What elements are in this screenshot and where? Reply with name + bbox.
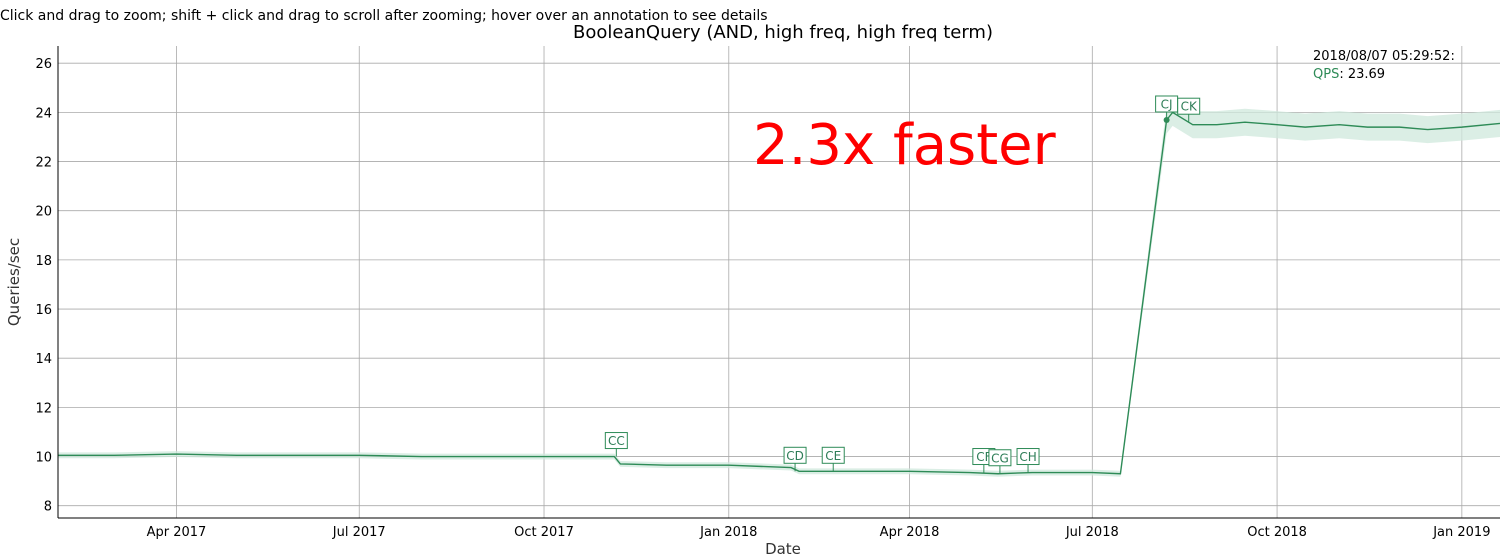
x-tick-label: Oct 2018 xyxy=(1247,525,1307,540)
confidence-band xyxy=(58,98,1500,477)
annotation-label: CJ xyxy=(1161,97,1173,111)
y-tick-label: 20 xyxy=(35,205,52,220)
annotation-box xyxy=(783,446,807,464)
chart-title: BooleanQuery (AND, high freq, high freq … xyxy=(573,22,993,43)
legend-entry: QPS: 23.69 xyxy=(1313,67,1385,82)
annotation-box xyxy=(1016,448,1040,466)
y-tick-label: 16 xyxy=(35,303,52,318)
x-tick-label: Oct 2017 xyxy=(514,525,574,540)
y-tick-label: 18 xyxy=(35,254,52,269)
annotation-cg[interactable]: CG xyxy=(988,449,1012,474)
annotation-ck[interactable]: CK xyxy=(1177,97,1201,123)
x-axis-title: Date xyxy=(765,540,801,557)
x-tick-label: Jul 2018 xyxy=(1065,525,1119,540)
x-tick-label: Jul 2017 xyxy=(332,525,386,540)
annotation-box xyxy=(821,446,845,464)
annotation-label: CD xyxy=(786,449,804,463)
legend-separator: : xyxy=(1339,67,1348,82)
annotation-box xyxy=(988,449,1012,467)
annotation-ce[interactable]: CE xyxy=(821,446,845,472)
chart-axes: 8 10 12 14 16 18 20 22 24 26 Apr 2017 Jul 2017 Oct 2… xyxy=(35,46,1500,540)
speedup-note: 2.3x faster xyxy=(753,113,1057,178)
annotation-box xyxy=(604,432,628,450)
y-tick-label: 8 xyxy=(44,500,52,515)
x-tick-label: Jan 2018 xyxy=(699,525,757,540)
annotation-label: CC xyxy=(608,434,625,448)
annotation-cc[interactable]: CC xyxy=(604,432,628,457)
y-tick-label: 12 xyxy=(35,401,52,416)
annotation-cd[interactable]: CD xyxy=(783,446,807,472)
x-tick-label: Apr 2017 xyxy=(147,525,207,540)
x-tick-label: Apr 2018 xyxy=(880,525,940,540)
annotation-label: CF xyxy=(976,450,991,464)
legend-timestamp: 2018/08/07 05:29:52: xyxy=(1313,49,1455,64)
annotation-label: CE xyxy=(825,449,841,463)
y-tick-label: 22 xyxy=(35,156,52,171)
series-error-band xyxy=(58,98,1500,477)
legend-series-label: QPS xyxy=(1313,67,1339,82)
legend-series-value: 23.69 xyxy=(1348,67,1385,82)
chart-annotations[interactable]: CC CD CE CF CG CH CJ CK xyxy=(604,95,1201,474)
annotation-ch[interactable]: CH xyxy=(1016,448,1040,473)
x-tick-label: Jan 2019 xyxy=(1432,525,1490,540)
chart-grid xyxy=(58,46,1500,518)
y-tick-label: 24 xyxy=(35,106,52,121)
y-tick-label: 14 xyxy=(35,352,52,367)
series-line-qps xyxy=(58,111,1500,475)
annotation-label: CK xyxy=(1181,100,1198,114)
chart-instructions: Click and drag to zoom; shift + click an… xyxy=(0,8,768,24)
annotation-label: CG xyxy=(991,451,1009,465)
y-axis-title: Queries/sec xyxy=(5,238,23,326)
y-tick-label: 10 xyxy=(35,451,52,466)
annotation-label: CH xyxy=(1019,450,1036,464)
y-tick-label: 26 xyxy=(35,57,52,72)
annotation-box xyxy=(1177,97,1201,115)
chart-legend: 2018/08/07 05:29:52: QPS: 23.69 xyxy=(1313,49,1455,82)
